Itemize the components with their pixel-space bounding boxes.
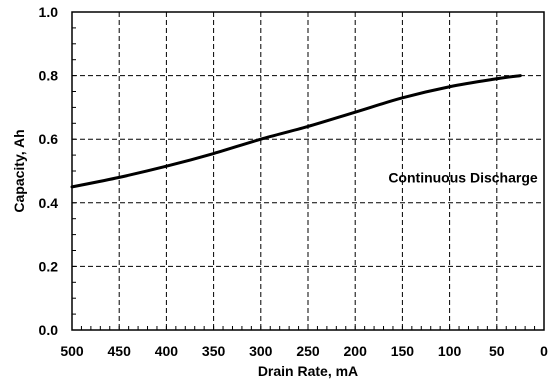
y-tick-label: 0.4 xyxy=(39,195,59,211)
x-tick-label: 0 xyxy=(540,343,548,359)
annotation-continuous-discharge: Continuous Discharge xyxy=(388,169,538,185)
y-tick-labels: 0.0 0.2 0.4 0.6 0.8 1.0 xyxy=(39,4,59,338)
x-tick-labels: 500 450 400 350 300 250 200 150 100 50 0 xyxy=(60,343,548,359)
y-tick-label: 0.6 xyxy=(39,131,59,147)
x-tick-label: 250 xyxy=(296,343,320,359)
y-tick-label: 0.2 xyxy=(39,258,59,274)
x-tick-label: 500 xyxy=(60,343,84,359)
x-tick-label: 50 xyxy=(489,343,505,359)
y-tick-label: 1.0 xyxy=(39,4,59,20)
grid-layer xyxy=(72,12,544,330)
y-tick-label: 0.0 xyxy=(39,322,59,338)
x-tick-label: 150 xyxy=(391,343,415,359)
series-layer xyxy=(70,74,522,189)
x-tick-label: 350 xyxy=(202,343,226,359)
x-tick-label: 400 xyxy=(155,343,179,359)
x-tick-label: 100 xyxy=(438,343,462,359)
x-tick-label: 450 xyxy=(108,343,132,359)
y-tick-label: 0.8 xyxy=(39,68,59,84)
x-tick-label: 300 xyxy=(249,343,273,359)
x-axis-title: Drain Rate, mA xyxy=(258,363,358,379)
y-axis-title: Capacity, Ah xyxy=(11,129,27,212)
plot-frame xyxy=(71,11,545,331)
series-line-capacity xyxy=(70,74,522,189)
x-tick-label: 200 xyxy=(344,343,368,359)
